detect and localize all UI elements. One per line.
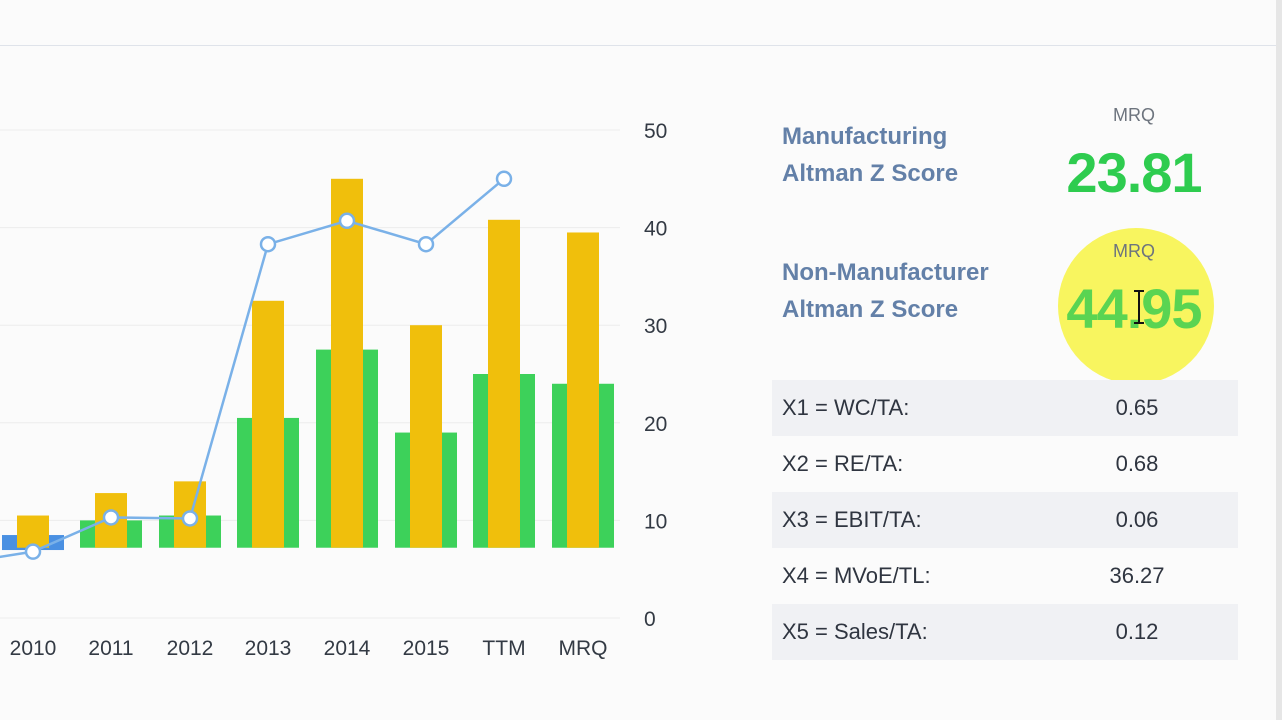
- ratio-name: X2 = RE/TA:: [782, 451, 904, 476]
- bar-yellow: [17, 515, 49, 548]
- ratio-value: 0.68: [1115, 451, 1159, 476]
- bar-yellow: [252, 300, 284, 548]
- ratio-row: X1 = WC/TA: 0.65: [772, 380, 1238, 436]
- altman-z-chart: 2010 2011 2012 2013 2014 2015 TTM MRQ 0 10 20 30 40…: [0, 120, 667, 660]
- x-axis-tick-labels: 2010 2011 2012 2013 2014 2015 TTM MRQ: [10, 637, 608, 660]
- ratio-row: X2 = RE/TA: 0.68: [772, 436, 1238, 492]
- x-tick-label: 2014: [324, 637, 371, 660]
- manufacturing-score-block: Manufacturing Altman Z Score MRQ 23.81: [772, 100, 1238, 210]
- manufacturing-score-label: Manufacturing Altman Z Score: [782, 118, 1042, 192]
- y-tick-label: 30: [644, 315, 667, 338]
- non-manufacturer-label-line1: Non-Manufacturer: [782, 259, 989, 286]
- ratio-name: X1 = WC/TA:: [782, 395, 910, 420]
- ratio-value: 0.06: [1115, 507, 1159, 532]
- ratio-name: X3 = EBIT/TA:: [782, 507, 922, 532]
- bar-yellow: [410, 325, 442, 548]
- ratio-value: 0.12: [1115, 619, 1159, 644]
- x-tick-label: 2010: [10, 637, 57, 660]
- y-axis-tick-labels: 0 10 20 30 40 50: [644, 120, 667, 631]
- line-point: [102, 509, 120, 526]
- non-manufacturer-score-label: Non-Manufacturer Altman Z Score: [782, 254, 1042, 328]
- line-point: [338, 212, 356, 230]
- ratio-row: X4 = MVoE/TL: 36.27: [772, 548, 1238, 604]
- manufacturing-label-line1: Manufacturing: [782, 123, 948, 150]
- bar-yellow: [331, 178, 363, 548]
- ratio-name: X4 = MVoE/TL:: [782, 563, 931, 588]
- ratio-row: X3 = EBIT/TA: 0.06: [772, 492, 1238, 548]
- non-manufacturer-score-value: 44.95: [1066, 277, 1202, 340]
- right-scrollbar[interactable]: [1276, 0, 1282, 720]
- top-divider: [0, 45, 1282, 46]
- text-cursor-icon: [1134, 290, 1144, 324]
- x-tick-label: 2011: [88, 637, 133, 660]
- bar-yellow: [488, 219, 520, 548]
- altman-ratio-table: X1 = WC/TA: 0.65 X2 = RE/TA: 0.68 X3 = EBIT/…: [772, 380, 1238, 660]
- ratio-value: 36.27: [1109, 563, 1165, 588]
- y-tick-label: 20: [644, 413, 667, 436]
- cursor-highlight: [1058, 228, 1214, 384]
- chart-line-series: [0, 170, 513, 560]
- line-point: [181, 510, 199, 527]
- non-manufacturer-label-line2: Altman Z Score: [782, 296, 959, 323]
- non-manufacturer-score-block: Non-Manufacturer Altman Z Score MRQ 44.9…: [772, 236, 1238, 346]
- line-series-path: [0, 177, 505, 559]
- x-tick-label: 2015: [403, 637, 450, 660]
- manufacturing-label-line2: Altman Z Score: [782, 160, 959, 187]
- y-tick-label: 40: [644, 218, 667, 241]
- manufacturing-score-value: 23.81: [1066, 141, 1202, 204]
- manufacturing-period-label: MRQ: [1113, 105, 1155, 125]
- y-tick-label: 10: [644, 510, 667, 533]
- x-tick-label: 2013: [245, 637, 292, 660]
- line-point: [24, 543, 42, 560]
- ratio-name: X5 = Sales/TA:: [782, 619, 928, 644]
- line-point: [259, 235, 277, 253]
- chart-bars: [2, 178, 614, 551]
- line-point: [417, 235, 435, 253]
- ratio-value: 0.65: [1115, 395, 1159, 420]
- x-tick-label: 2012: [167, 637, 214, 660]
- ratio-row: X5 = Sales/TA: 0.12: [772, 604, 1238, 660]
- bar-yellow: [567, 232, 599, 548]
- y-tick-label: 0: [644, 608, 656, 631]
- x-tick-label: MRQ: [559, 637, 608, 660]
- non-manufacturer-period-label: MRQ: [1113, 241, 1155, 261]
- line-point: [495, 170, 513, 188]
- y-tick-label: 50: [644, 120, 667, 143]
- x-tick-label: TTM: [482, 637, 525, 660]
